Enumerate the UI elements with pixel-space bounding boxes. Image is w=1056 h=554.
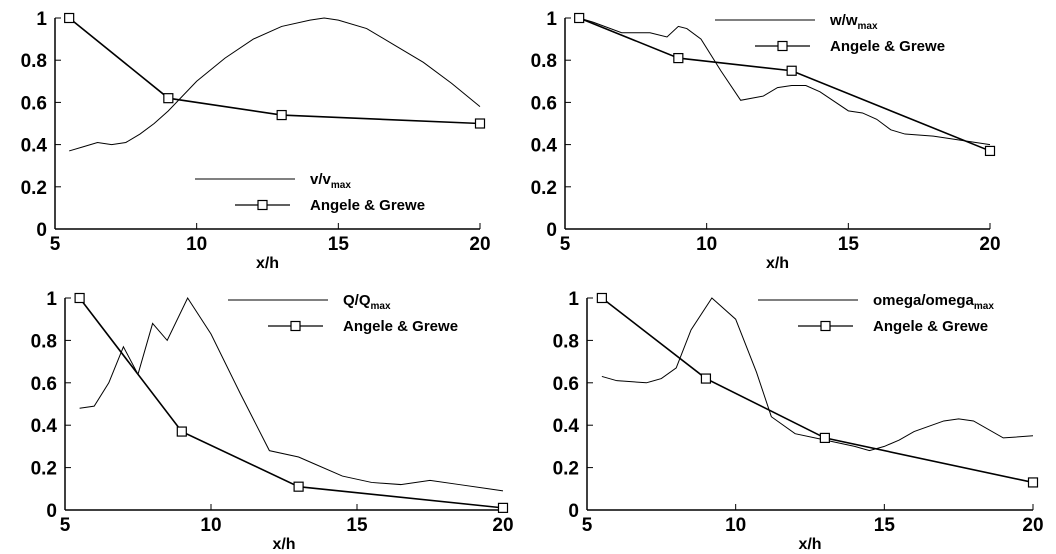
marker — [176, 426, 187, 437]
marker — [74, 292, 85, 304]
marker — [293, 481, 304, 492]
x-tick-label: 5 — [50, 234, 61, 255]
x-tick-label: 20 — [469, 234, 490, 255]
x-tick-label: 15 — [346, 515, 368, 536]
data-line — [578, 17, 991, 152]
y-tick-label: 0 — [546, 220, 557, 241]
marker — [984, 145, 996, 157]
legend-name: v/v — [310, 171, 332, 188]
x-axis-label: x/h — [272, 536, 295, 553]
y-tick-label: 1 — [568, 289, 579, 310]
marker — [673, 52, 684, 64]
y-tick-label: 0.8 — [21, 51, 47, 72]
x-tick-label: 20 — [492, 515, 513, 536]
marker — [1027, 477, 1039, 488]
legend-label: Angele & Grewe — [343, 318, 458, 335]
x-axis-label: x/h — [766, 255, 789, 272]
y-tick-label: 0.6 — [21, 93, 47, 114]
marker — [596, 292, 607, 304]
legend-marker — [290, 320, 301, 332]
y-tick-label: 1 — [546, 9, 557, 30]
y-tick-label: 0 — [46, 501, 57, 522]
y-tick-label: 1 — [36, 9, 47, 30]
legend-marker — [820, 320, 831, 332]
y-tick-label: 1 — [46, 289, 57, 310]
x-tick-label: 15 — [328, 234, 350, 255]
marker — [574, 12, 585, 24]
x-axis-label: x/h — [256, 255, 279, 272]
data-line — [78, 297, 504, 509]
marker — [64, 12, 75, 24]
legend-label: Angele & Grewe — [310, 197, 425, 214]
y-tick-label: 0 — [568, 501, 579, 522]
legend-marker — [257, 199, 268, 211]
y-tick-label: 0.4 — [553, 416, 580, 437]
x-tick-label: 10 — [186, 234, 207, 255]
x-tick-label: 10 — [725, 515, 746, 536]
marker — [786, 65, 797, 76]
legend-name: Angele & Grewe — [310, 197, 425, 214]
marker — [474, 118, 486, 129]
data-line — [68, 17, 481, 125]
data-line — [579, 17, 991, 146]
legend-name: Angele & Grewe — [830, 38, 945, 55]
x-tick-label: 20 — [979, 234, 1000, 255]
y-tick-label: 0.2 — [531, 178, 557, 199]
marker — [819, 432, 830, 444]
legend-subscript: max — [858, 21, 878, 32]
y-tick-label: 0.4 — [31, 416, 58, 437]
legend-subscript: max — [974, 301, 994, 312]
x-tick-label: 10 — [200, 515, 221, 536]
legend-label: w/wmax — [829, 12, 878, 32]
legend-label: v/vmax — [310, 171, 351, 191]
y-tick-label: 0 — [36, 220, 47, 241]
legend-label: Q/Qmax — [343, 292, 391, 312]
y-tick-label: 0.4 — [21, 136, 48, 157]
y-tick-label: 0.6 — [553, 374, 579, 395]
x-tick-label: 5 — [582, 515, 593, 536]
marker — [700, 373, 712, 384]
y-tick-label: 0.8 — [531, 51, 557, 72]
data-line — [79, 296, 504, 492]
y-tick-label: 0.2 — [21, 178, 47, 199]
legend-name: w/w — [829, 12, 858, 29]
legend-label: Angele & Grewe — [873, 318, 988, 335]
legend-name: Q/Q — [343, 292, 371, 309]
marker — [163, 93, 174, 104]
marker — [276, 109, 287, 121]
y-tick-label: 0.4 — [531, 136, 558, 157]
legend-label: omega/omegamax — [873, 292, 994, 312]
x-tick-label: 15 — [838, 234, 860, 255]
legend-name: omega/omega — [873, 292, 975, 309]
y-tick-label: 0.8 — [553, 331, 579, 352]
panel: 00.20.40.60.815 10 15 20x/homega/omegamaxAn… — [553, 289, 1044, 553]
legend-label: Angele & Grewe — [830, 38, 945, 55]
x-tick-label: 5 — [60, 515, 71, 536]
x-tick-label: 20 — [1022, 515, 1043, 536]
data-line — [601, 297, 1034, 452]
x-tick-label: 5 — [560, 234, 571, 255]
y-tick-label: 0.2 — [31, 459, 57, 480]
marker — [497, 502, 509, 513]
y-tick-label: 0.6 — [31, 374, 57, 395]
x-tick-label: 10 — [696, 234, 717, 255]
data-line — [601, 297, 1034, 484]
y-tick-label: 0.2 — [553, 459, 579, 480]
legend-marker — [777, 40, 788, 52]
y-tick-label: 0.6 — [531, 93, 557, 114]
data-line — [69, 17, 481, 152]
legend-name: Angele & Grewe — [873, 318, 988, 335]
x-axis-label: x/h — [798, 536, 821, 553]
legend-subscript: max — [331, 180, 351, 191]
y-tick-label: 0.8 — [31, 331, 57, 352]
legend-subscript: max — [371, 301, 391, 312]
legend-name: Angele & Grewe — [343, 318, 458, 335]
x-tick-label: 15 — [874, 515, 896, 536]
